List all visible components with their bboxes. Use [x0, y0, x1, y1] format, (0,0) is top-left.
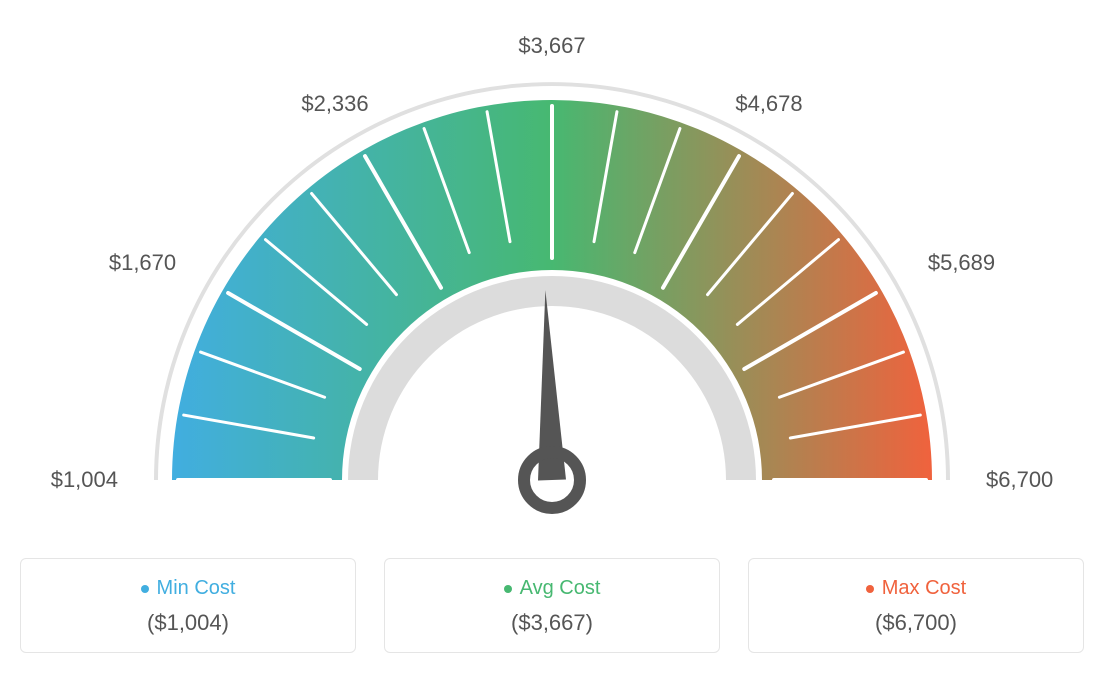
min-cost-value: ($1,004) [21, 610, 355, 636]
svg-text:$4,678: $4,678 [735, 91, 802, 116]
avg-label-text: Avg Cost [520, 577, 601, 600]
min-cost-label: Min Cost [141, 577, 236, 600]
min-label-text: Min Cost [157, 577, 236, 600]
max-cost-label: Max Cost [866, 577, 966, 600]
legend-row: Min Cost ($1,004) Avg Cost ($3,667) Max … [20, 558, 1084, 653]
svg-text:$6,700: $6,700 [986, 467, 1053, 492]
avg-dot-icon [504, 585, 512, 593]
cost-gauge: $1,004 $1,670 $2,336 $3,667 $4,678 $5,689 $6,7… [20, 20, 1084, 540]
avg-cost-label: Avg Cost [504, 577, 601, 600]
max-dot-icon [866, 585, 874, 593]
svg-text:$1,004: $1,004 [51, 467, 118, 492]
max-cost-card: Max Cost ($6,700) [748, 558, 1084, 653]
avg-cost-value: ($3,667) [385, 610, 719, 636]
svg-text:$1,670: $1,670 [109, 250, 176, 275]
max-cost-value: ($6,700) [749, 610, 1083, 636]
min-cost-card: Min Cost ($1,004) [20, 558, 356, 653]
avg-cost-card: Avg Cost ($3,667) [384, 558, 720, 653]
svg-text:$5,689: $5,689 [928, 250, 995, 275]
min-dot-icon [141, 585, 149, 593]
svg-text:$2,336: $2,336 [301, 91, 368, 116]
gauge-svg: $1,004 $1,670 $2,336 $3,667 $4,678 $5,689 $6,7… [20, 20, 1084, 540]
svg-text:$3,667: $3,667 [518, 33, 585, 58]
max-label-text: Max Cost [882, 577, 966, 600]
